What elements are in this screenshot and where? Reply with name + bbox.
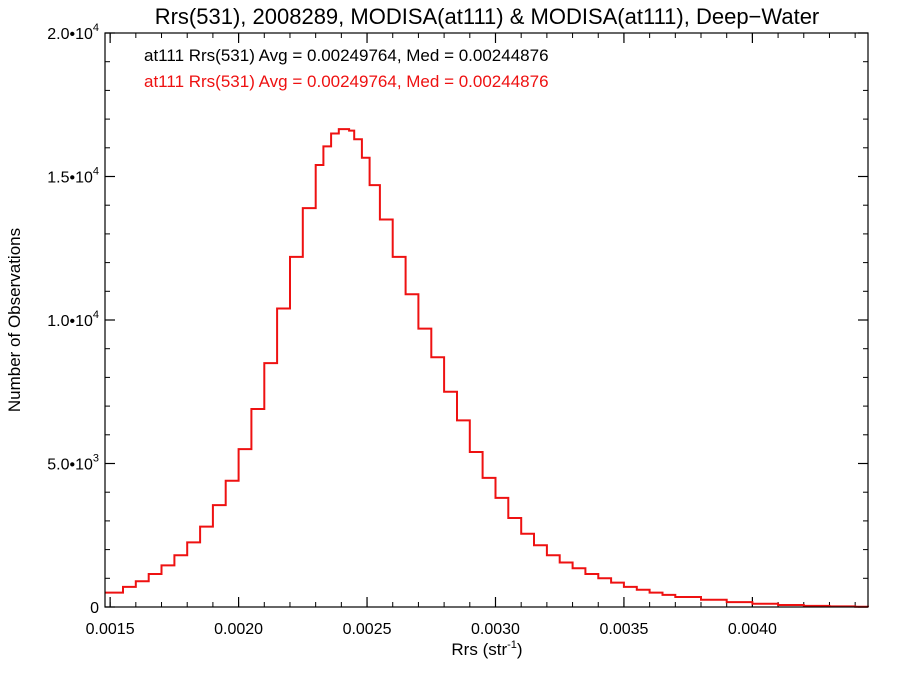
- y-axis-label: Number of Observations: [5, 228, 24, 412]
- x-tick-label: 0.0020: [214, 621, 263, 638]
- y-tick-label-base: 2.0•10: [47, 26, 93, 43]
- x-axis-label: Rrs (str-1): [451, 639, 522, 659]
- chart-title: Rrs(531), 2008289, MODISA(at111) & MODIS…: [155, 4, 820, 29]
- y-tick-label: 5.0•103: [47, 453, 99, 474]
- y-tick-label-base: 1.0•10: [47, 313, 93, 330]
- x-tick-label: 0.0040: [728, 621, 777, 638]
- y-tick-label-exponent: 4: [93, 22, 99, 34]
- x-tick-label: 0.0035: [599, 621, 648, 638]
- y-tick-label-exponent: 4: [93, 309, 99, 321]
- y-tick-label: 1.0•104: [47, 309, 99, 330]
- x-tick-label: 0.0025: [343, 621, 392, 638]
- stats-annotation: at111 Rrs(531) Avg = 0.00249764, Med = 0…: [144, 46, 549, 65]
- y-tick-label: 0: [90, 600, 99, 617]
- y-tick-label: 2.0•104: [47, 22, 99, 43]
- annotation-group: at111 Rrs(531) Avg = 0.00249764, Med = 0…: [144, 46, 549, 91]
- x-tick-label: 0.0015: [86, 621, 135, 638]
- y-tick-label-exponent: 4: [93, 166, 99, 178]
- y-tick-label: 1.5•104: [47, 166, 99, 187]
- y-tick-label-base: 0: [90, 600, 99, 617]
- plot-area: 0.0015 0.0020 0.0025 0.0030 0.0035 0.0040 0 5.0…: [47, 22, 869, 638]
- x-tick-label: 0.0030: [471, 621, 520, 638]
- y-tick-label-base: 1.5•10: [47, 170, 93, 187]
- stats-annotation: at111 Rrs(531) Avg = 0.00249764, Med = 0…: [144, 72, 549, 91]
- y-tick-label-exponent: 3: [93, 453, 99, 465]
- y-tick-label-base: 5.0•10: [47, 457, 93, 474]
- histogram-series-line: [105, 128, 869, 608]
- plot-frame: [104, 32, 869, 608]
